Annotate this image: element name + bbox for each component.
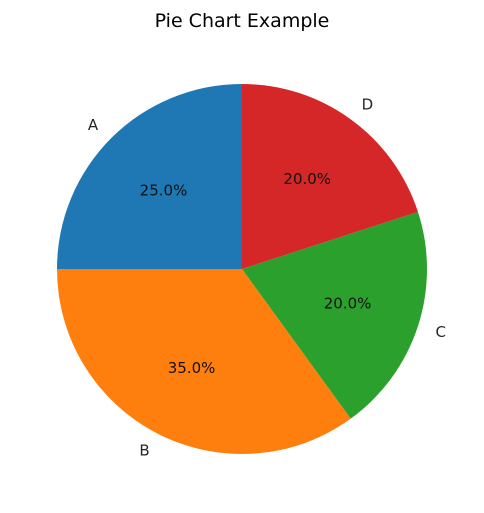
chart-title: Pie Chart Example [155,10,330,32]
percent-label-d: 20.0% [283,170,331,188]
pie-slice-a [57,84,242,269]
category-label-d: D [362,95,374,113]
percent-label-c: 20.0% [324,294,372,312]
pie-slice-d [242,84,418,269]
pie-slice-b [57,269,351,455]
percent-label-b: 35.0% [168,359,216,377]
pie-slice-c [242,211,427,419]
category-label-c: C [436,323,446,341]
pie-slices [57,84,427,455]
percent-label-a: 25.0% [140,182,188,200]
pie-labels: A 25.0% B 35.0% C 20.0% D 20.0% [88,95,446,459]
category-label-a: A [88,116,99,134]
category-label-b: B [139,441,149,459]
